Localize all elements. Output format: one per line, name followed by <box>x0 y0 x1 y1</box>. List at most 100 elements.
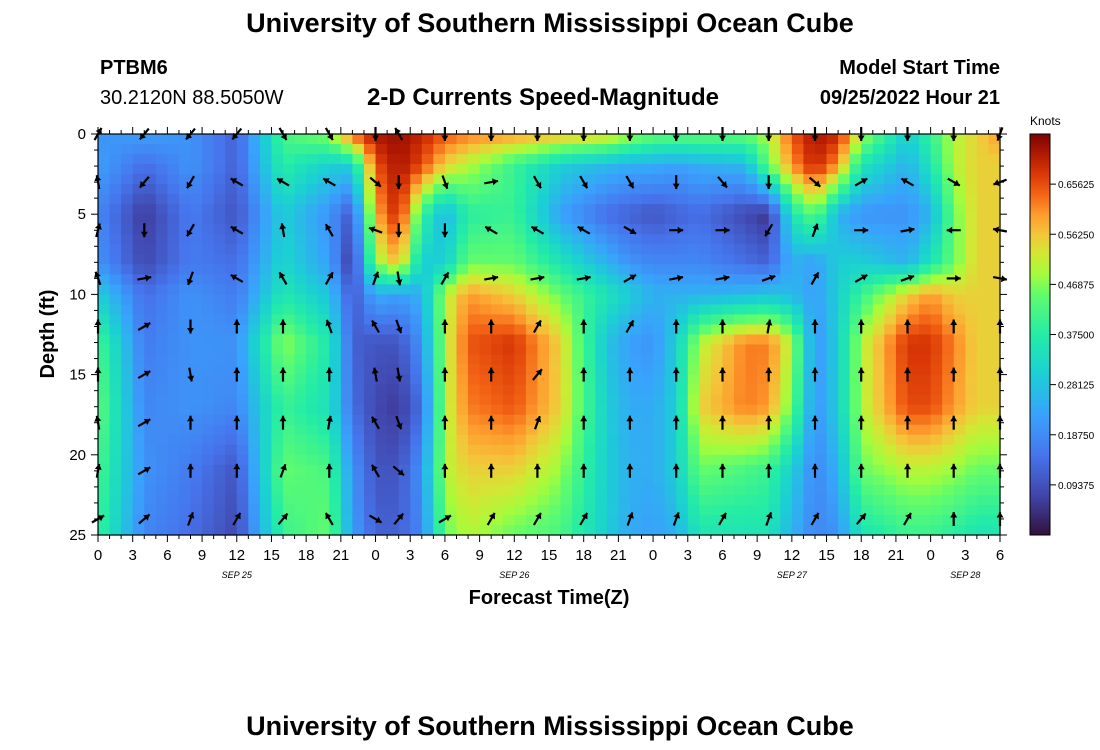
heat-cell <box>838 214 851 225</box>
heat-cell <box>190 264 203 275</box>
heat-cell <box>814 194 828 205</box>
heat-cell <box>109 304 122 316</box>
heat-cell <box>849 474 862 486</box>
heat-cell <box>363 334 377 346</box>
heat-cell <box>757 414 770 426</box>
heat-cell <box>410 364 423 376</box>
x-tick-label: 3 <box>961 547 969 564</box>
heat-cell <box>178 324 192 336</box>
heat-cell <box>363 384 377 396</box>
heat-cell <box>456 164 469 175</box>
heat-cell <box>363 294 377 306</box>
heat-cell <box>340 294 354 306</box>
heat-cell <box>676 464 689 476</box>
heat-cell <box>849 504 862 516</box>
heat-cell <box>363 404 377 416</box>
heat-cell <box>595 364 608 376</box>
heat-cell <box>340 364 354 376</box>
heat-cell <box>676 494 689 506</box>
heat-cell <box>930 154 943 165</box>
heat-cell <box>549 174 562 185</box>
heat-cell <box>387 244 400 255</box>
heat-cell <box>710 444 724 456</box>
heat-cell <box>687 524 700 536</box>
heat-cell <box>976 444 990 456</box>
colorbar-tick-label: 0.28125 <box>1058 381 1095 392</box>
heat-cell <box>687 204 700 215</box>
heat-cell <box>410 394 423 406</box>
heat-cell <box>814 184 828 195</box>
heat-cell <box>976 474 990 486</box>
current-arrow <box>857 319 865 334</box>
heat-cell <box>618 314 631 326</box>
current-arrow <box>487 415 495 430</box>
heat-cell <box>884 144 897 155</box>
heat-cell <box>814 384 828 396</box>
heat-cell <box>202 504 215 516</box>
heat-cell <box>710 294 724 306</box>
heat-cell <box>421 304 434 316</box>
heat-cell <box>872 364 885 376</box>
heat-cell <box>433 354 446 366</box>
heat-cell <box>687 414 700 426</box>
heat-cell <box>976 514 990 526</box>
heat-cell <box>595 484 608 496</box>
heat-cell <box>259 374 273 386</box>
heat-cell <box>410 204 423 215</box>
heat-cell <box>433 294 446 306</box>
heat-cell <box>814 154 828 165</box>
heat-cell <box>653 364 666 376</box>
current-arrow <box>669 274 684 282</box>
x-tick-label: 18 <box>575 547 592 564</box>
heat-cell <box>768 434 781 446</box>
heat-cell <box>734 224 747 235</box>
current-arrow <box>950 512 958 526</box>
heat-cell <box>595 394 608 406</box>
date-label: SEP 28 <box>950 570 980 580</box>
heat-cell <box>444 244 458 255</box>
heat-cell <box>549 384 562 396</box>
heat-cell <box>629 514 643 526</box>
heat-cell <box>872 514 885 526</box>
heat-cell <box>352 234 365 245</box>
heat-cell <box>560 454 573 466</box>
heat-cell <box>641 254 654 265</box>
heat-cell <box>838 184 851 195</box>
heat-cell <box>202 334 215 346</box>
heat-cell <box>236 154 249 165</box>
heat-cell <box>352 254 365 265</box>
heat-cell <box>953 374 966 386</box>
heat-cell <box>167 284 180 295</box>
heat-cell <box>456 414 469 426</box>
heat-cell <box>190 424 203 436</box>
heat-cell <box>502 514 515 526</box>
heat-cell <box>606 334 619 346</box>
heat-cell <box>491 274 504 285</box>
heat-cell <box>780 414 793 426</box>
heat-cell <box>757 324 770 336</box>
heat-cell <box>294 174 307 185</box>
heat-cell <box>375 514 388 526</box>
heat-cell <box>976 244 990 255</box>
heat-cell <box>317 214 330 225</box>
heat-cell <box>745 254 758 265</box>
heat-cell <box>248 324 261 336</box>
heat-cell <box>248 314 261 326</box>
heat-cell <box>340 424 354 436</box>
heat-cell <box>225 524 238 536</box>
heat-cell <box>560 144 573 155</box>
heat-cell <box>641 244 654 255</box>
heat-cell <box>757 354 770 366</box>
heat-cell <box>872 314 885 326</box>
heat-cell <box>410 494 423 506</box>
heat-cell <box>826 474 839 486</box>
heat-cell <box>734 334 747 346</box>
heat-cell <box>641 444 654 456</box>
x-tick-label: 12 <box>228 547 245 564</box>
heat-cell <box>98 364 111 376</box>
heat-cell <box>676 234 689 245</box>
heat-cell <box>456 254 469 265</box>
heat-cell <box>178 264 192 275</box>
heat-cell <box>202 274 215 285</box>
heat-cell <box>861 154 874 165</box>
